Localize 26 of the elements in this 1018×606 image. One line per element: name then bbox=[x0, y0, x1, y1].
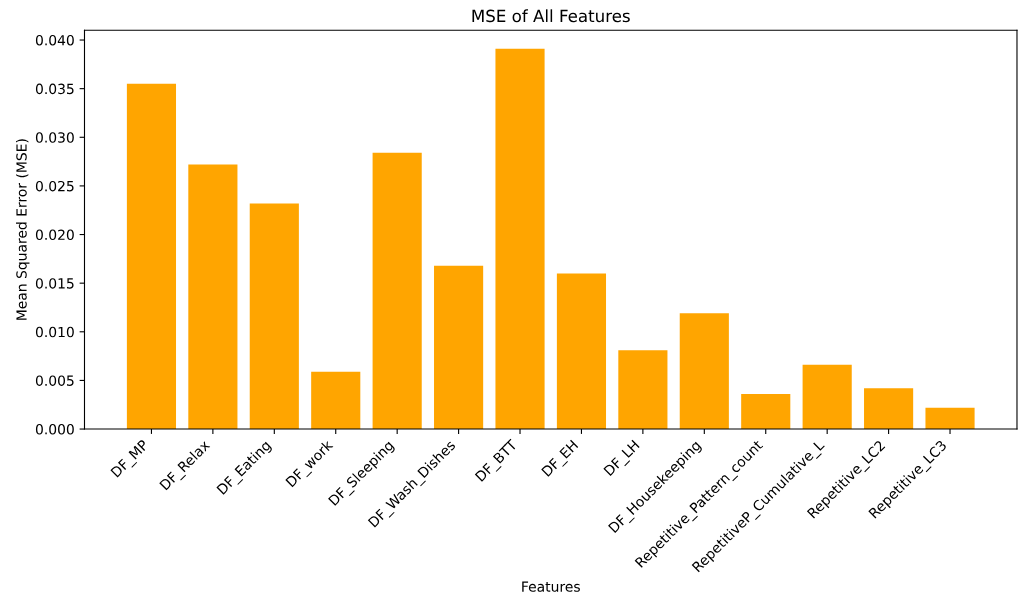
bar bbox=[188, 164, 238, 430]
bar bbox=[925, 407, 975, 430]
y-tick-label: 0.030 bbox=[35, 132, 74, 143]
bar bbox=[556, 273, 607, 430]
chart-title: MSE of All Features bbox=[472, 9, 630, 23]
y-tick-label: 0.035 bbox=[35, 83, 74, 95]
y-tick-label: 0.010 bbox=[35, 326, 74, 338]
bar bbox=[372, 152, 422, 430]
bar bbox=[618, 350, 668, 430]
bar bbox=[434, 265, 484, 430]
y-tick-label: 0.040 bbox=[35, 34, 74, 46]
bar bbox=[495, 48, 545, 430]
y-axis-title: Mean Squared Error (MSE) bbox=[16, 139, 30, 320]
x-axis-title: Features bbox=[522, 581, 580, 592]
bar bbox=[802, 364, 852, 430]
y-tick-label: 0.020 bbox=[35, 229, 74, 241]
y-tick-label: 0.000 bbox=[35, 424, 74, 435]
bar bbox=[311, 371, 361, 430]
y-tick-label: 0.005 bbox=[35, 375, 74, 386]
y-tick-label: 0.015 bbox=[35, 278, 74, 289]
bar bbox=[126, 83, 177, 430]
y-tick-label: 0.025 bbox=[35, 180, 74, 192]
bar bbox=[249, 203, 299, 430]
bar bbox=[679, 313, 729, 430]
bar bbox=[864, 388, 914, 430]
bar bbox=[741, 394, 791, 430]
